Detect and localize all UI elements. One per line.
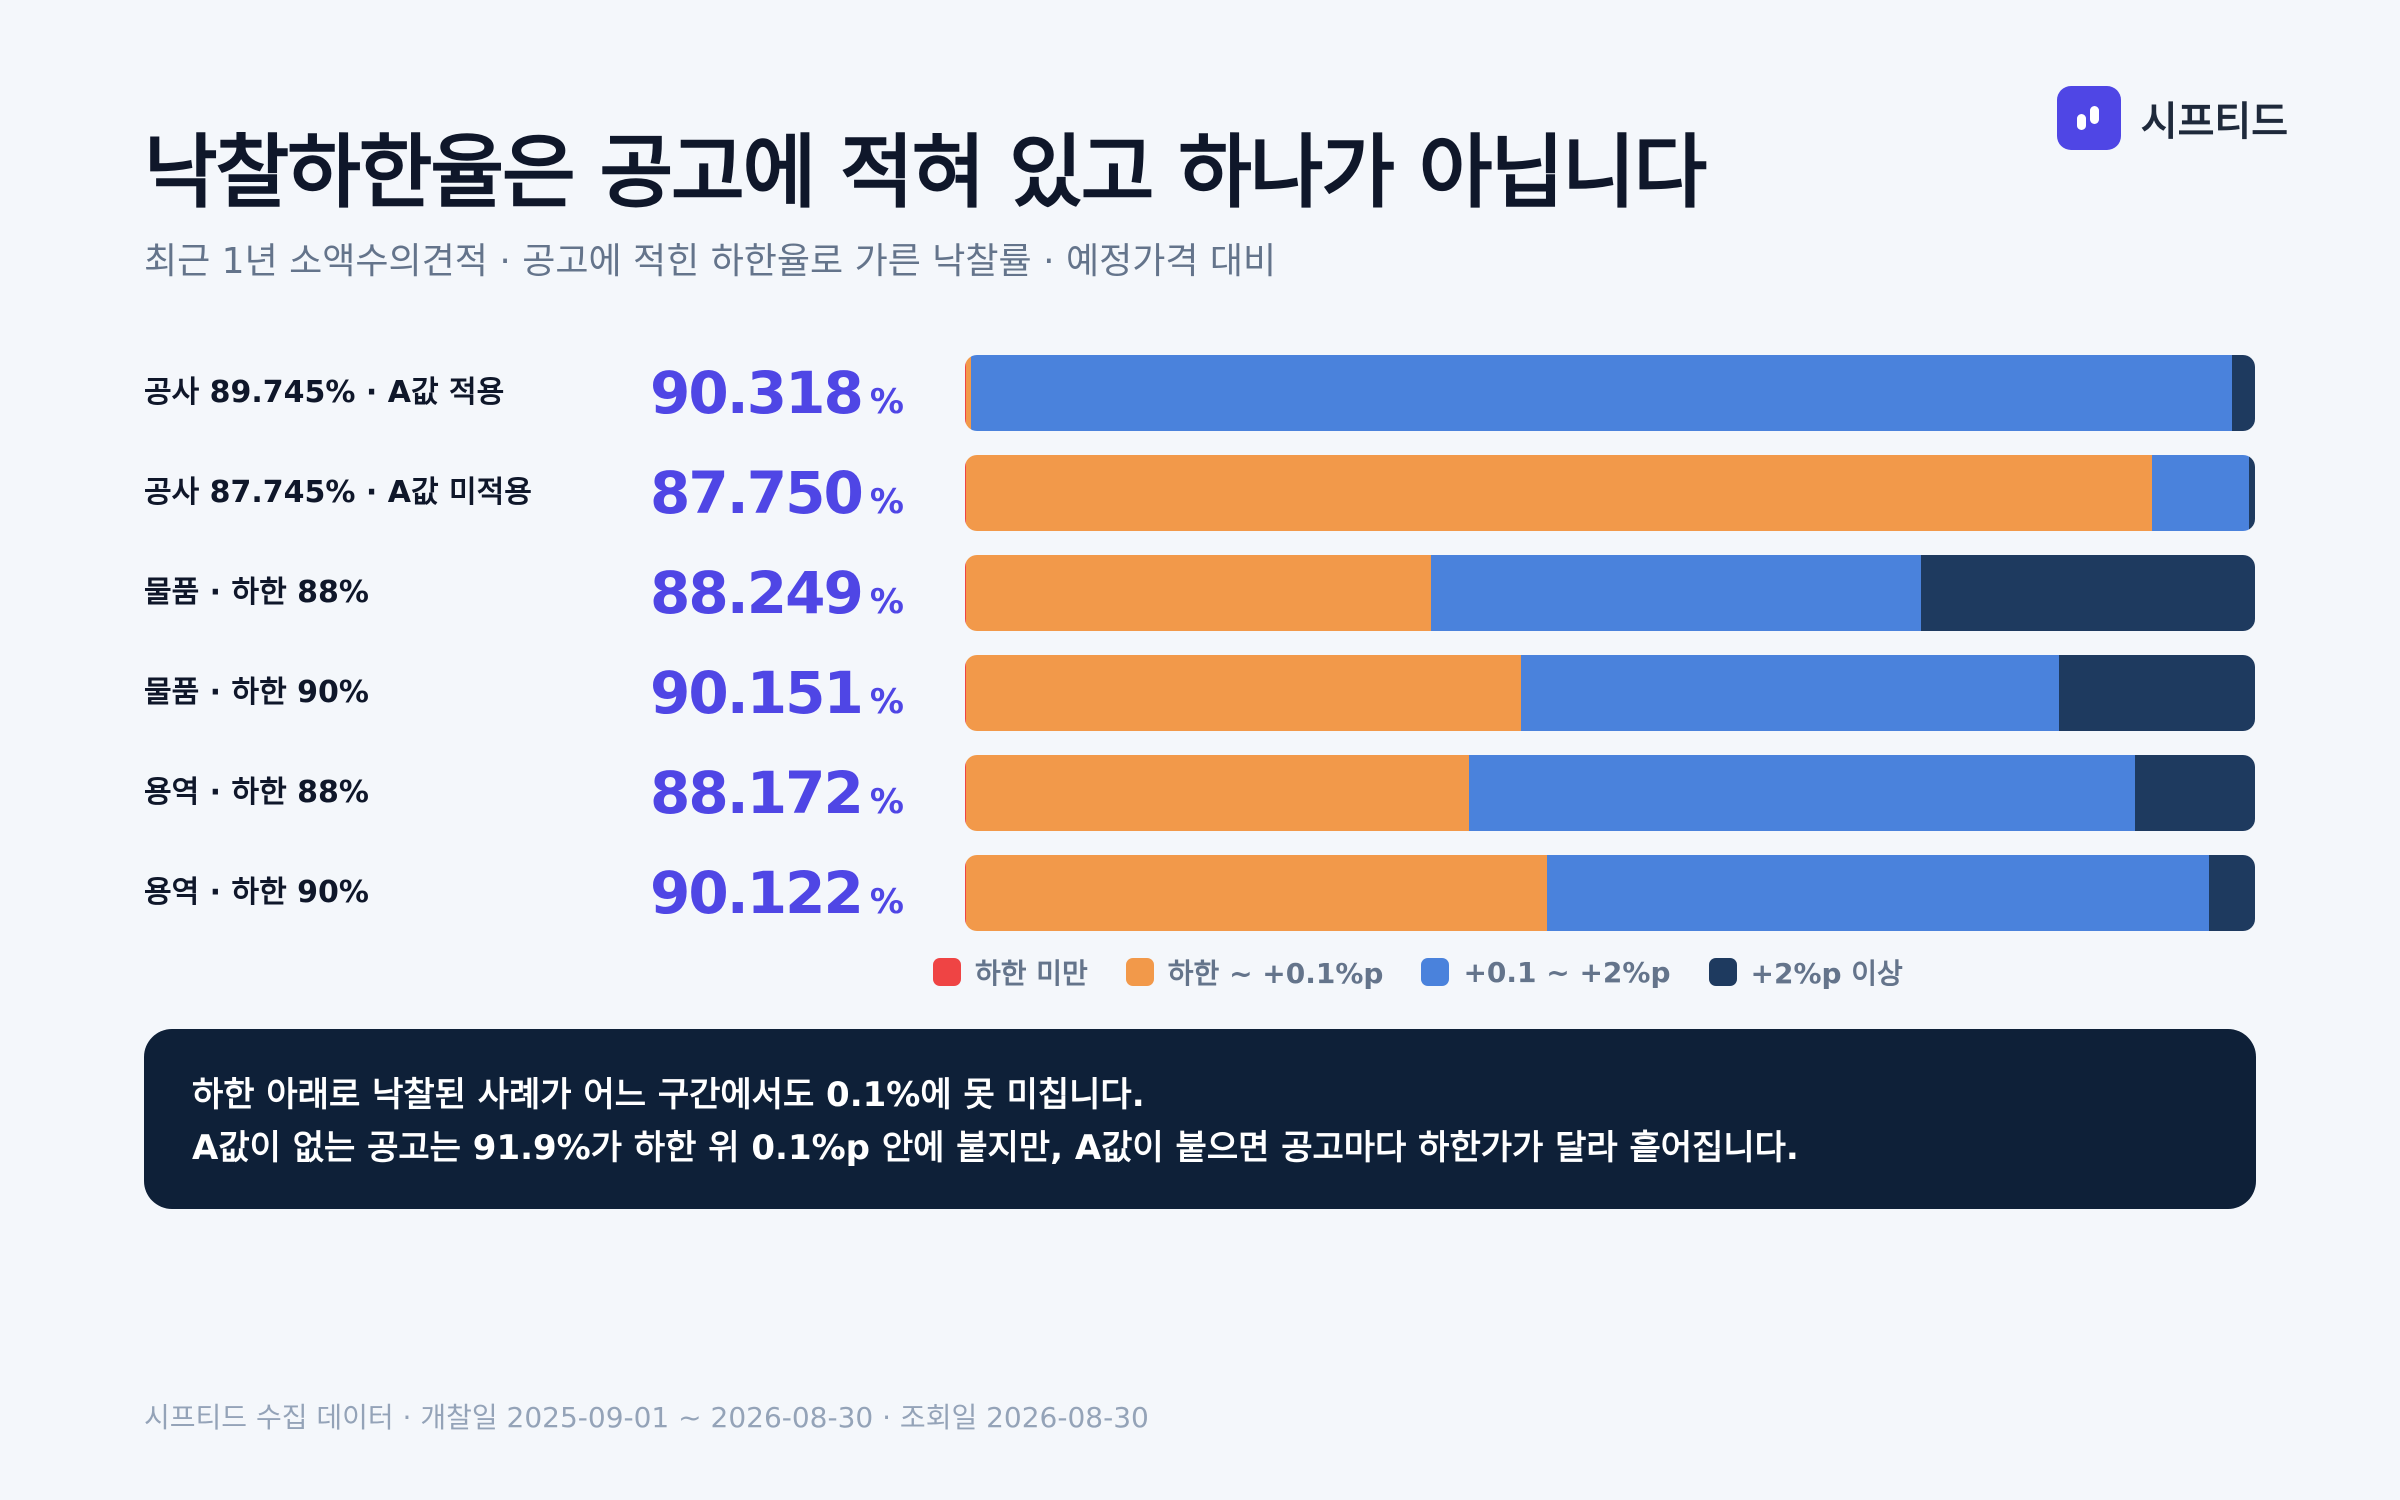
bar-segment xyxy=(1546,855,2209,931)
bar-segment xyxy=(965,555,967,631)
stacked-bar xyxy=(965,555,2255,631)
bar-segment xyxy=(2231,355,2255,431)
row-value-unit: % xyxy=(869,682,904,722)
bar-segment xyxy=(966,355,972,431)
row-value-unit: % xyxy=(869,882,904,922)
bar-segment xyxy=(2248,455,2255,531)
row-value: 88.172% xyxy=(650,755,904,831)
row-value-number: 88.172 xyxy=(650,759,864,827)
row-label: 용역 · 하한 88% xyxy=(144,775,369,810)
bar-segment xyxy=(965,655,967,731)
brand: 시프티드 xyxy=(2056,86,2288,150)
row-label: 용역 · 하한 90% xyxy=(144,875,369,910)
legend-swatch xyxy=(1708,958,1737,986)
chart-row: 물품 · 하한 90% 90.151% xyxy=(0,655,2400,731)
callout-line-2: A값이 없는 공고는 91.9%가 하한 위 0.1%p 안에 붙지만, A값이… xyxy=(192,1128,1799,1168)
source-footer: 시프티드 수집 데이터 · 개찰일 2025-09-01 ~ 2026-08-3… xyxy=(144,1401,1149,1434)
legend-item: +2%p 이상 xyxy=(1708,952,1903,992)
bar-segment xyxy=(2208,855,2255,931)
stacked-bar xyxy=(965,455,2255,531)
legend-label: 하한 ~ +0.1%p xyxy=(1167,957,1384,990)
row-value-number: 90.318 xyxy=(650,359,864,427)
bar-segment xyxy=(966,855,1547,931)
legend-item: 하한 ~ +0.1%p xyxy=(1125,952,1384,992)
legend-swatch xyxy=(1421,958,1450,986)
row-label: 공사 87.745% · A값 미적용 xyxy=(144,475,532,510)
stacked-bar xyxy=(965,355,2255,431)
bar-segment xyxy=(1430,555,1921,631)
callout-line-1: 하한 아래로 낙찰된 사례가 어느 구간에서도 0.1%에 못 미칩니다. xyxy=(192,1075,1145,1115)
chart-row: 용역 · 하한 90% 90.122% xyxy=(0,855,2400,931)
row-value: 90.318% xyxy=(650,355,904,431)
legend-swatch xyxy=(933,958,961,986)
row-label: 물품 · 하한 88% xyxy=(144,575,369,610)
bar-segment xyxy=(966,655,1521,731)
brand-name: 시프티드 xyxy=(2140,99,2288,145)
legend-label: +2%p 이상 xyxy=(1750,957,1903,990)
bar-segment xyxy=(2058,655,2255,731)
row-value-number: 88.249 xyxy=(650,559,864,627)
summary-callout: 하한 아래로 낙찰된 사례가 어느 구간에서도 0.1%에 못 미칩니다. A값… xyxy=(144,1029,2256,1209)
row-value-number: 90.122 xyxy=(650,859,864,927)
bar-segment xyxy=(1469,755,2135,831)
legend-label: +0.1 ~ +2%p xyxy=(1463,955,1671,989)
row-value-number: 87.750 xyxy=(650,459,864,527)
bar-segment xyxy=(965,455,967,531)
chart-legend: 하한 미만 하한 ~ +0.1%p +0.1 ~ +2%p +2%p 이상 xyxy=(933,952,1903,992)
page-subtitle: 최근 1년 소액수의견적 · 공고에 적힌 하한율로 가른 낙찰률 · 예정가격… xyxy=(144,241,1277,282)
legend-item: 하한 미만 xyxy=(933,952,1088,992)
chart-row: 용역 · 하한 88% 88.172% xyxy=(0,755,2400,831)
bar-segment xyxy=(1920,555,2255,631)
bar-segment xyxy=(2135,755,2255,831)
page-title: 낙찰하한율은 공고에 적혀 있고 하나가 아닙니다 xyxy=(144,126,1707,219)
stacked-bar xyxy=(965,655,2255,731)
row-value-unit: % xyxy=(869,382,904,422)
bar-segment xyxy=(1520,655,2059,731)
chart-row: 공사 89.745% · A값 적용 90.318% xyxy=(0,355,2400,431)
row-value: 90.151% xyxy=(650,655,904,731)
row-value-unit: % xyxy=(869,482,904,522)
bar-segment xyxy=(971,355,2232,431)
logo-mark-icon xyxy=(2056,86,2121,150)
legend-item: +0.1 ~ +2%p xyxy=(1421,955,1671,989)
bar-segment xyxy=(965,355,967,431)
row-value-number: 90.151 xyxy=(650,659,864,727)
stacked-bar xyxy=(965,855,2255,931)
chart-row: 공사 87.745% · A값 미적용 87.750% xyxy=(0,455,2400,531)
bar-segment xyxy=(965,855,967,931)
legend-label: 하한 미만 xyxy=(975,957,1088,990)
bar-segment xyxy=(966,455,2152,531)
row-value: 88.249% xyxy=(650,555,904,631)
row-label: 물품 · 하한 90% xyxy=(144,675,369,710)
chart-row: 물품 · 하한 88% 88.249% xyxy=(0,555,2400,631)
legend-swatch xyxy=(1125,958,1154,986)
bar-segment xyxy=(965,755,967,831)
row-label: 공사 89.745% · A값 적용 xyxy=(144,375,505,410)
bar-segment xyxy=(2151,455,2249,531)
stacked-bar xyxy=(965,755,2255,831)
row-value-unit: % xyxy=(869,582,904,622)
row-value: 90.122% xyxy=(650,855,904,931)
row-value-unit: % xyxy=(869,782,904,822)
bar-segment xyxy=(966,555,1431,631)
row-value: 87.750% xyxy=(650,455,904,531)
bar-segment xyxy=(966,755,1470,831)
